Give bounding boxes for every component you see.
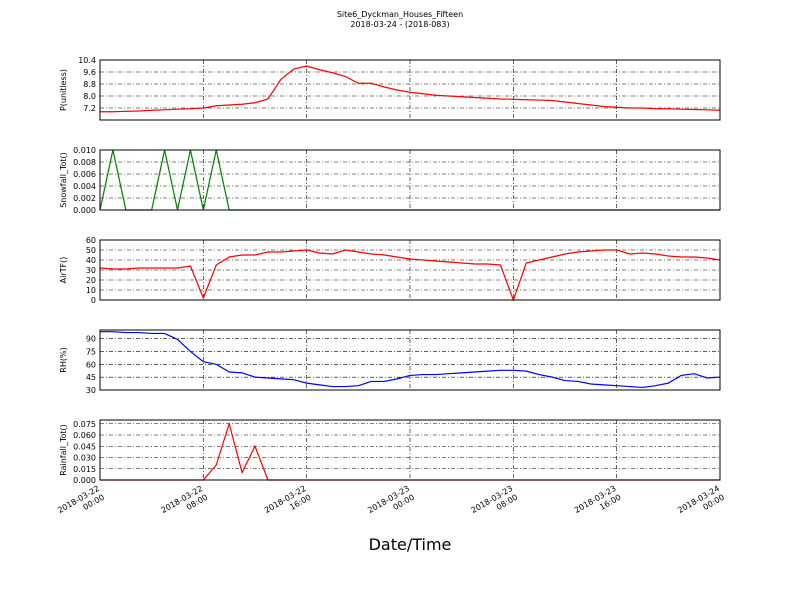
y-tick-label: 10.4 — [78, 56, 96, 65]
data-line — [100, 331, 721, 389]
x-axis-label: Date/Time — [369, 535, 452, 554]
y-tick-label: 8.8 — [83, 80, 96, 89]
y-tick-label: 0.045 — [73, 442, 96, 451]
y-tick-label: 0.030 — [73, 454, 96, 463]
chart-subtitle: 2018-03-24 - (2018-083) — [350, 20, 449, 29]
y-tick-label: 10 — [86, 286, 96, 295]
y-axis-label: Snowfall_Tot() — [59, 152, 68, 208]
y-tick-label: 40 — [86, 256, 96, 265]
plot-frame — [99, 239, 721, 301]
y-axis-label: RH(%) — [59, 347, 68, 372]
y-tick-label: 0.060 — [73, 431, 96, 440]
y-axis-label: Rainfall_Tot() — [59, 424, 68, 476]
y-tick-label: 0.015 — [73, 465, 96, 474]
plot-frame — [99, 149, 721, 211]
y-axis-label: P(unitless) — [59, 69, 68, 111]
y-tick-label: 75 — [86, 347, 96, 356]
y-tick-label: 0.075 — [73, 420, 96, 429]
y-tick-label: 90 — [86, 335, 96, 344]
data-line — [100, 65, 721, 113]
y-tick-label: 45 — [86, 373, 96, 382]
y-tick-label: 60 — [86, 236, 96, 245]
y-tick-label: 50 — [86, 246, 96, 255]
y-tick-label: 0.004 — [73, 182, 96, 191]
y-tick-label: 30 — [86, 266, 96, 275]
y-tick-label: 0.000 — [73, 206, 96, 215]
y-axis-label: AirTF() — [59, 257, 68, 284]
y-tick-label: 60 — [86, 360, 96, 369]
y-tick-label: 7.2 — [83, 104, 96, 113]
plot-frame — [99, 419, 721, 481]
y-tick-label: 0 — [91, 296, 96, 305]
y-tick-label: 8.0 — [83, 92, 96, 101]
y-tick-label: 20 — [86, 276, 96, 285]
y-tick-label: 0.010 — [73, 146, 96, 155]
y-tick-label: 0.008 — [73, 158, 96, 167]
y-tick-label: 0.002 — [73, 194, 96, 203]
y-tick-label: 9.6 — [83, 68, 96, 77]
y-tick-label: 0.000 — [73, 476, 96, 485]
y-tick-label: 0.006 — [73, 170, 96, 179]
data-line — [99, 249, 721, 302]
chart-title: Site6_Dyckman_Houses_Fifteen — [337, 10, 463, 19]
plot-frame — [99, 59, 721, 121]
y-tick-label: 30 — [86, 386, 96, 395]
plot-frame — [99, 329, 721, 391]
